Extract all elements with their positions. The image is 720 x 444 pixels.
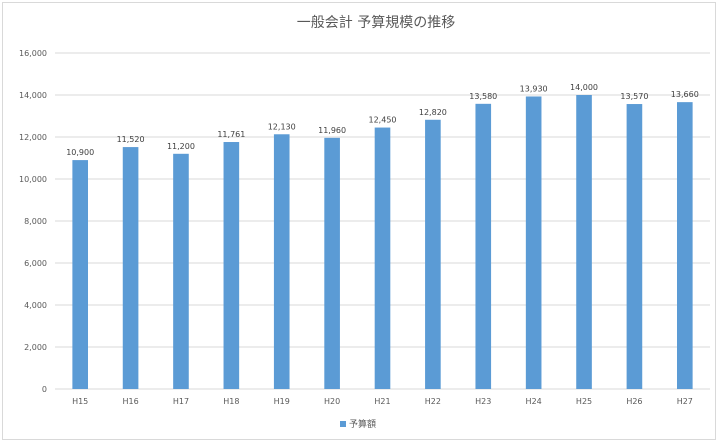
data-label-H25: 14,000 [570,83,598,92]
x-tick-label-H15: H15 [72,397,88,406]
y-tick-label: 10,000 [19,175,47,184]
y-tick-label: 14,000 [19,91,47,100]
chart-title: 一般会計 予算規模の推移 [297,15,455,31]
bar-H26 [626,104,643,389]
y-tick-label: 2,000 [24,343,47,352]
bar-H16 [122,147,139,389]
x-tick-label-H27: H27 [677,397,693,406]
data-labels: 10,900 11,520 11,200 11,761 12,130 11,960 12,4… [66,83,699,157]
x-tick-label-H21: H21 [374,397,390,406]
data-label-H26: 13,570 [620,92,648,101]
bar-H22 [425,119,441,389]
data-label-H20: 11,960 [318,126,346,135]
bar-H15 [72,160,89,389]
data-label-H17: 11,200 [167,142,195,151]
bar-H27 [676,102,693,389]
x-tick-label-H17: H17 [173,397,189,406]
y-tick-label: 4,000 [24,301,47,310]
x-tick-label-H24: H24 [526,397,542,406]
legend-swatch [340,421,346,427]
y-tick-label: 8,000 [24,217,47,226]
bar-H24 [525,96,542,389]
legend-label: 予算額 [349,418,376,430]
y-tick-label: 12,000 [19,133,47,142]
x-tick-label-H23: H23 [475,397,491,406]
x-tick-label-H18: H18 [223,397,239,406]
y-axis: 0 2,000 4,000 6,000 8,000 10,000 12,000 14,000 1… [19,49,47,394]
x-tick-label-H25: H25 [576,397,592,406]
bar-H20 [324,137,340,389]
x-tick-label-H22: H22 [425,397,441,406]
x-tick-label-H20: H20 [324,397,340,406]
bar-H21 [374,127,391,390]
bar-H19 [273,134,290,389]
data-label-H19: 12,130 [268,122,296,131]
x-tick-label-H16: H16 [122,397,138,406]
x-tick-label-H19: H19 [274,397,290,406]
x-axis: H15 H16 H17 H18 H19 H20 H21 H22 H23 H24 H25 H26 H27 [72,397,693,406]
y-tick-label: 6,000 [24,259,47,268]
data-label-H16: 11,520 [117,135,145,144]
data-label-H22: 12,820 [419,108,447,117]
data-label-H27: 13,660 [671,90,699,99]
x-tick-label-H26: H26 [626,397,642,406]
bar-H17 [173,153,189,389]
data-label-H24: 13,930 [520,84,548,93]
data-label-H18: 11,761 [217,130,245,139]
y-tick-label: 0 [42,385,47,394]
bars [72,95,693,390]
bar-H25 [576,95,592,389]
legend: 予算額 [340,418,376,430]
data-label-H23: 13,580 [469,92,497,101]
bar-H23 [475,103,492,389]
data-label-H21: 12,450 [369,116,397,125]
y-tick-label: 16,000 [19,49,47,58]
data-label-H15: 10,900 [66,148,94,157]
bar-H18 [223,142,240,389]
